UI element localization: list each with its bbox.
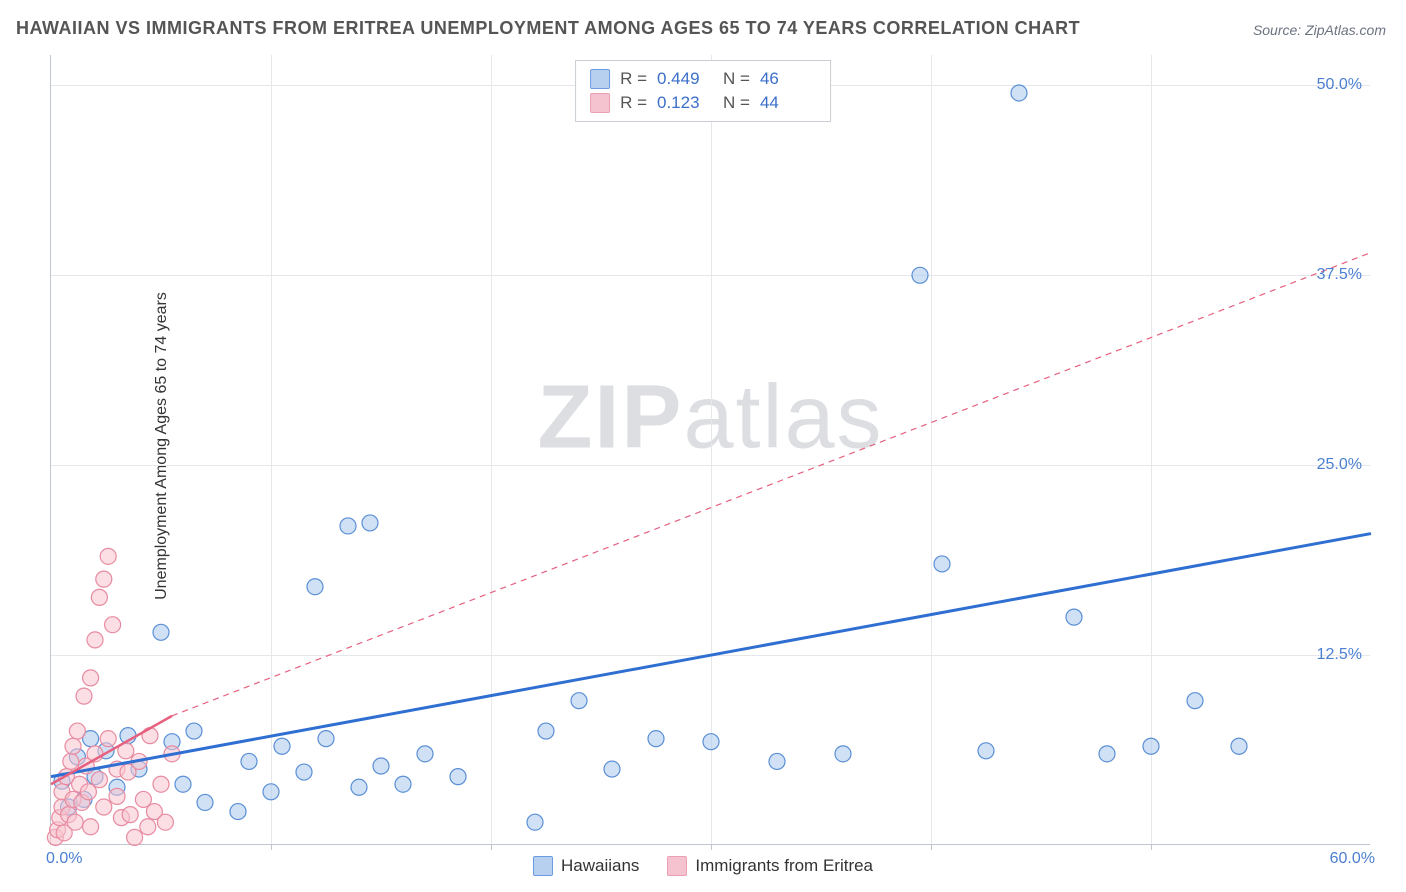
data-point [340, 518, 356, 534]
data-point [934, 556, 950, 572]
y-tick-label: 12.5% [1317, 646, 1362, 664]
data-point [96, 799, 112, 815]
data-point [122, 807, 138, 823]
data-point [186, 723, 202, 739]
r-label: R = [620, 69, 647, 89]
data-point [105, 617, 121, 633]
trend-line [172, 253, 1371, 716]
data-point [978, 743, 994, 759]
data-point [140, 819, 156, 835]
scatter-plot-svg [51, 55, 1370, 844]
correlation-legend: R = 0.449 N = 46 R = 0.123 N = 44 [575, 60, 831, 122]
data-point [153, 776, 169, 792]
n-value-hawaiians: 46 [760, 69, 816, 89]
plot-area: ZIPatlas 0.0% 60.0% 12.5%25.0%37.5%50.0% [50, 55, 1370, 845]
data-point [912, 267, 928, 283]
data-point [87, 632, 103, 648]
n-value-eritrea: 44 [760, 93, 816, 113]
data-point [65, 738, 81, 754]
y-tick-label: 37.5% [1317, 266, 1362, 284]
data-point [1066, 609, 1082, 625]
data-point [769, 753, 785, 769]
data-point [395, 776, 411, 792]
data-point [1099, 746, 1115, 762]
data-point [96, 571, 112, 587]
data-point [296, 764, 312, 780]
data-point [1143, 738, 1159, 754]
data-point [373, 758, 389, 774]
data-point [63, 753, 79, 769]
data-point [175, 776, 191, 792]
data-point [100, 548, 116, 564]
data-point [153, 624, 169, 640]
data-point [142, 728, 158, 744]
data-point [91, 772, 107, 788]
data-point [1011, 85, 1027, 101]
data-point [230, 804, 246, 820]
data-point [100, 731, 116, 747]
x-axis-max-label: 60.0% [1330, 850, 1375, 868]
data-point [351, 779, 367, 795]
data-point [835, 746, 851, 762]
chart-title: HAWAIIAN VS IMMIGRANTS FROM ERITREA UNEM… [16, 18, 1080, 39]
correlation-legend-row: R = 0.123 N = 44 [590, 91, 816, 115]
r-label: R = [620, 93, 647, 113]
data-point [318, 731, 334, 747]
legend-swatch-hawaiians [590, 69, 610, 89]
legend-swatch-eritrea [590, 93, 610, 113]
data-point [648, 731, 664, 747]
n-label: N = [723, 93, 750, 113]
data-point [69, 723, 85, 739]
data-point [1187, 693, 1203, 709]
r-value-hawaiians: 0.449 [657, 69, 713, 89]
data-point [362, 515, 378, 531]
y-tick-label: 50.0% [1317, 76, 1362, 94]
data-point [1231, 738, 1247, 754]
data-point [91, 589, 107, 605]
series-legend-label: Immigrants from Eritrea [695, 856, 873, 876]
y-tick-label: 25.0% [1317, 456, 1362, 474]
chart-container: HAWAIIAN VS IMMIGRANTS FROM ERITREA UNEM… [0, 0, 1406, 892]
r-value-eritrea: 0.123 [657, 93, 713, 113]
correlation-legend-row: R = 0.449 N = 46 [590, 67, 816, 91]
source-attribution: Source: ZipAtlas.com [1253, 22, 1386, 38]
data-point [571, 693, 587, 709]
data-point [538, 723, 554, 739]
data-point [127, 829, 143, 845]
data-point [703, 734, 719, 750]
data-point [83, 670, 99, 686]
data-point [527, 814, 543, 830]
data-point [450, 769, 466, 785]
data-point [76, 688, 92, 704]
data-point [83, 819, 99, 835]
data-point [197, 794, 213, 810]
data-point [157, 814, 173, 830]
legend-swatch-eritrea [667, 856, 687, 876]
n-label: N = [723, 69, 750, 89]
data-point [241, 753, 257, 769]
data-point [109, 788, 125, 804]
data-point [604, 761, 620, 777]
data-point [274, 738, 290, 754]
data-point [307, 579, 323, 595]
series-legend: Hawaiians Immigrants from Eritrea [525, 854, 881, 878]
series-legend-item: Immigrants from Eritrea [667, 856, 873, 876]
data-point [417, 746, 433, 762]
data-point [263, 784, 279, 800]
data-point [67, 814, 83, 830]
legend-swatch-hawaiians [533, 856, 553, 876]
x-axis-origin-label: 0.0% [46, 850, 82, 868]
series-legend-label: Hawaiians [561, 856, 639, 876]
series-legend-item: Hawaiians [533, 856, 639, 876]
